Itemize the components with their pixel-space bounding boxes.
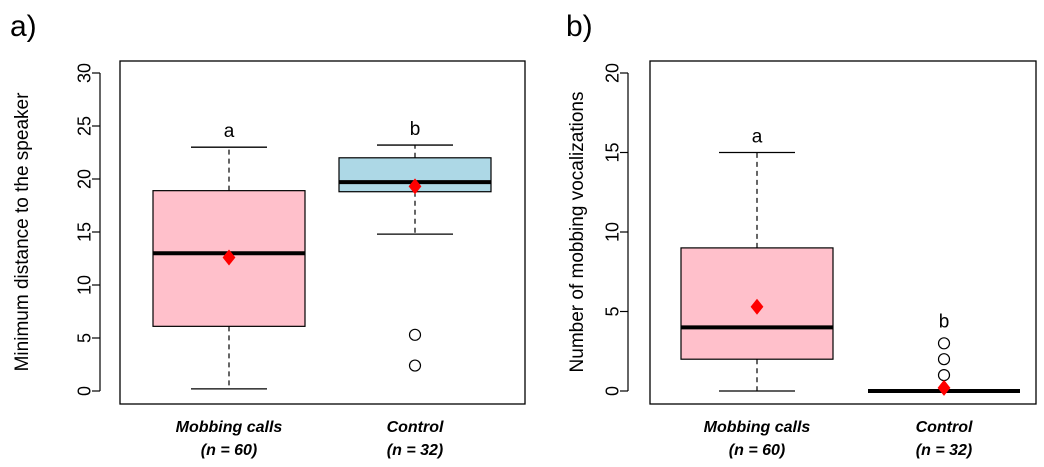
panel-b: b) Number of mobbing vocalizations 0 5 10 1… [566,10,1037,459]
panel-a: a) Minimum distance to the speaker 0 5 10 1… [10,10,526,459]
panel-b-y-tick-label: 10 [602,222,622,242]
mean-marker [937,379,951,396]
panel-a-plot-frame [119,60,526,405]
panel-b-box-group: a [680,127,834,392]
group-letter: b [410,119,421,140]
panel-a-y-axis-label: Minimum distance to the speaker [12,92,33,371]
mean-marker [750,298,764,315]
panel-b-box-group: b [868,311,1020,396]
panel-b-y-axis-label: Number of mobbing vocalizations [567,92,588,373]
group-letter: b [939,311,950,332]
panel-a-box-group: a [152,121,306,390]
panel-a-y-tick-label: 25 [74,116,94,136]
panel-b-plot-frame [649,60,1037,405]
outlier-point [937,353,951,366]
panel-b-y-tick-label: 15 [602,142,622,162]
panel-a-label: a) [10,10,37,43]
panel-b-category-label: Control [916,419,973,436]
panel-a-y-axis: 0 5 10 15 20 25 30 [74,63,101,396]
panel-b-y-tick-label: 5 [602,306,622,316]
panel-a-y-tick-label: 0 [74,386,94,396]
group-letter: a [752,127,763,148]
outlier-point [937,369,951,382]
panel-a-category-label: Control [387,419,444,436]
outlier-point [408,328,422,341]
panel-a-y-tick-label: 15 [74,222,94,242]
panel-b-y-tick-label: 0 [602,386,622,396]
outlier-point [408,359,422,372]
group-letter: a [224,121,235,142]
panel-a-y-tick-label: 20 [74,169,94,189]
panel-b-label: b) [566,10,593,43]
panel-a-category-label: Mobbing calls [176,419,283,436]
panel-a-category-n-label: (n = 32) [387,442,443,459]
panel-b-category-label: Mobbing calls [704,419,811,436]
panel-b-category-n-label: (n = 32) [916,442,972,459]
panel-b-category-n-label: (n = 60) [729,442,785,459]
panel-a-category-n-label: (n = 60) [201,442,257,459]
panel-b-y-tick-label: 20 [602,63,622,83]
panel-a-y-tick-label: 5 [74,333,94,343]
panel-a-box-group: b [338,119,492,372]
mean-marker [408,178,422,195]
panel-a-y-tick-label: 10 [74,275,94,295]
panel-a-y-tick-label: 30 [74,63,94,83]
outlier-point [937,337,951,350]
mean-marker [222,249,236,266]
panel-b-y-axis: 0 5 10 15 20 [602,63,629,396]
